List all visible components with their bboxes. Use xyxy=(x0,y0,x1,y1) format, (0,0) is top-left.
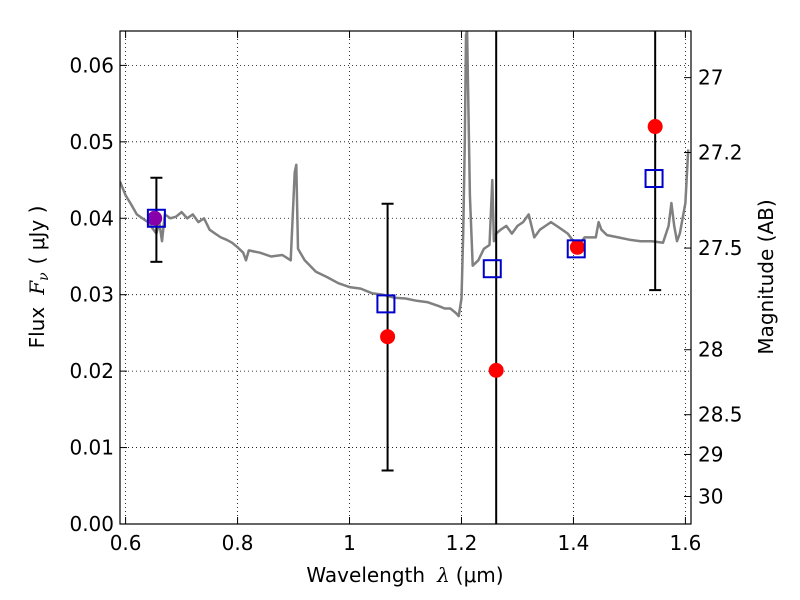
y-axis-title: Flux Fν ( μJy ) xyxy=(25,206,52,349)
axis-ticks: 0.6 0.8 1 1.2 1.4 1.6 0.00 0.01 0.02 0.03 0.04 0.05… xyxy=(69,31,743,555)
x-tick-label: 1.2 xyxy=(446,531,478,555)
model-sed-line xyxy=(120,31,690,318)
x-axis-title-unit: (μm) xyxy=(456,563,504,587)
plot-area xyxy=(120,31,690,524)
x-axis-title-symbol: λ xyxy=(436,563,450,587)
y-tick-label: 0.06 xyxy=(69,53,114,77)
plot-frame xyxy=(119,30,692,525)
observed-point xyxy=(380,329,396,345)
y2-tick-label: 30 xyxy=(698,484,723,508)
model-photometry-point xyxy=(146,208,166,228)
y2-axis-title: Magnitude (AB) xyxy=(754,199,778,354)
model-photometry-point xyxy=(566,239,586,259)
y-axis-title-subscript: ν xyxy=(36,272,52,281)
observed-point xyxy=(488,362,504,378)
y2-tick-label: 27.2 xyxy=(698,141,743,165)
y2-tick-label: 28 xyxy=(698,338,723,362)
x-tick-label: 0.8 xyxy=(222,531,254,555)
y-tick-label: 0.04 xyxy=(69,206,114,230)
y2-tick-label: 28.5 xyxy=(698,403,743,427)
y2-tick-label: 29 xyxy=(698,442,723,466)
x-tick-label: 1 xyxy=(343,531,356,555)
y-axis-title-symbol: F xyxy=(25,280,49,296)
y2-tick-label: 27.5 xyxy=(698,236,743,260)
y-axis-title-unit: ( μJy ) xyxy=(25,206,49,265)
x-tick-label: 0.6 xyxy=(110,531,142,555)
x-tick-label: 1.6 xyxy=(669,531,701,555)
y-tick-label: 0.01 xyxy=(69,436,114,460)
y-tick-label: 0.00 xyxy=(69,512,114,536)
x-axis-title-text: Wavelength xyxy=(306,563,425,587)
model-photometry-point xyxy=(644,169,664,189)
y-tick-label: 0.03 xyxy=(69,283,114,307)
model-photometry-point xyxy=(376,294,396,314)
x-tick-label: 1.4 xyxy=(558,531,590,555)
model-photometry-point xyxy=(482,259,502,279)
observed-point xyxy=(647,119,663,135)
grid-lines xyxy=(120,31,691,525)
observed-point xyxy=(147,210,163,226)
y-axis-title-text: Flux xyxy=(25,307,49,349)
y-tick-label: 0.02 xyxy=(69,359,114,383)
x-axis-title: Wavelength λ (μm) xyxy=(306,563,503,587)
observed-point xyxy=(569,239,585,255)
y2-tick-label: 27 xyxy=(698,66,723,90)
y-tick-label: 0.05 xyxy=(69,130,114,154)
